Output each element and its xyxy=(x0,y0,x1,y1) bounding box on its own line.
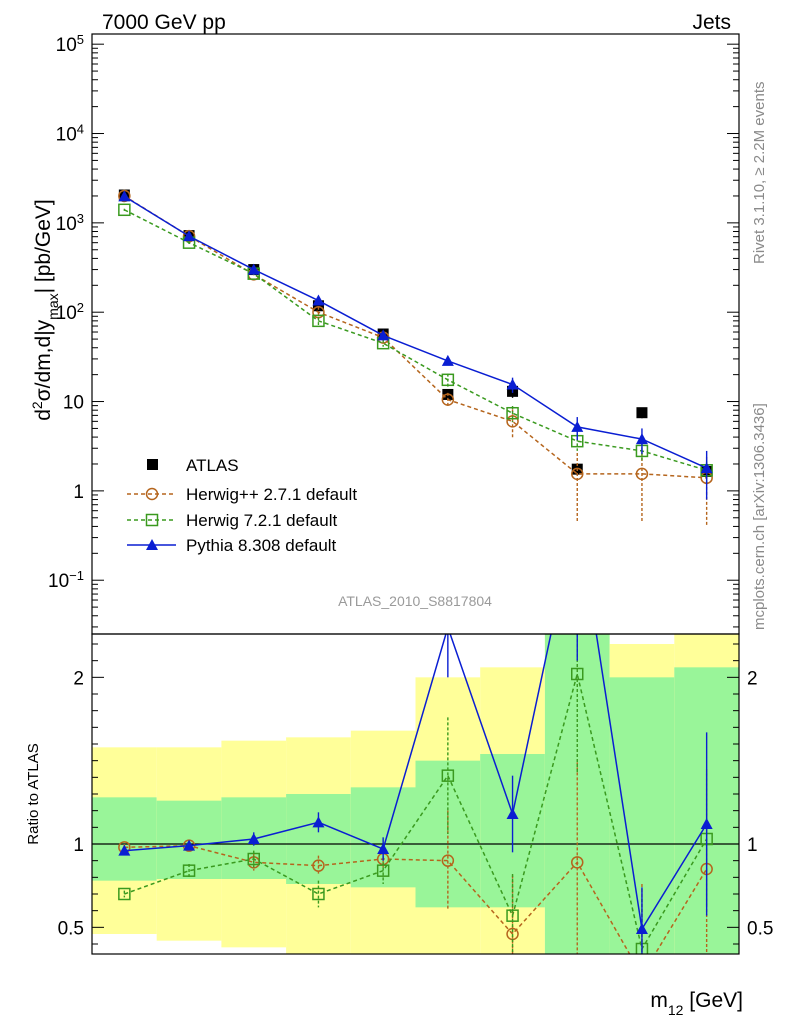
main-point-herwigpp xyxy=(571,467,584,481)
ratio-point-herwigpp xyxy=(636,970,647,981)
main-point-atlas xyxy=(636,407,648,419)
main-point-pythia xyxy=(700,462,713,474)
ratio-y-tick-label-right: 1 xyxy=(747,835,758,856)
legend-pythia-label: Pythia 8.308 default xyxy=(186,536,337,555)
ratio-point-pythia xyxy=(506,808,519,819)
ratio-y-tick-label-right: 2 xyxy=(747,668,758,689)
ratio-point-herwig7 xyxy=(441,769,455,782)
ratio-y-axis: 0.5 0.5 1 1 2 2 xyxy=(58,643,773,945)
ratio-point-herwig7 xyxy=(571,667,584,681)
ratio-point-herwig7 xyxy=(312,887,325,901)
legend: ATLAS Herwig++ 2.7.1 default Herwig 7.2.… xyxy=(127,456,357,555)
ratio-point-herwig7 xyxy=(247,852,260,866)
ratio-y-tick-label: 0.5 xyxy=(58,918,84,939)
ratio-point-herwig7 xyxy=(118,887,131,901)
ratio-point-herwig7 xyxy=(182,864,196,877)
main-point-pythia xyxy=(571,420,584,432)
legend-entry-pythia: Pythia 8.308 default xyxy=(127,536,337,555)
ratio-point-herwigpp xyxy=(571,856,584,869)
main-y-tick-label: 104 xyxy=(56,121,84,146)
ratio-point-pythia xyxy=(635,923,648,934)
ratio-point-pythia xyxy=(700,818,713,829)
legend-herwigpp-marker xyxy=(145,487,159,501)
mcplots-label: mcplots.cern.ch [arXiv:1306.3436] xyxy=(751,403,768,630)
main-line-herwig7 xyxy=(124,209,707,472)
ratio-point-herwigpp xyxy=(312,859,325,872)
ratio-point-herwigpp xyxy=(441,854,455,867)
ratio-y-axis-title: Ratio to ATLAS xyxy=(25,743,42,844)
main-point-herwigpp xyxy=(506,415,519,428)
header-left-label: 7000 GeV pp xyxy=(102,11,226,34)
ratio-point-pythia xyxy=(442,621,454,632)
ratio-line-herwigpp xyxy=(124,844,708,954)
legend-atlas-marker xyxy=(147,459,158,470)
ratio-series-layer xyxy=(118,621,713,981)
main-point-pythia xyxy=(506,378,519,390)
main-point-pythia xyxy=(441,354,454,366)
ratio-series-pythia xyxy=(118,621,713,954)
ratio-point-pythia xyxy=(247,833,260,844)
main-series-pythia xyxy=(118,190,713,500)
main-point-pythia xyxy=(377,329,390,341)
main-y-tick-label: 103 xyxy=(56,210,84,235)
main-series-layer xyxy=(118,189,713,527)
main-point-pythia xyxy=(183,230,196,242)
main-point-pythia xyxy=(312,294,325,306)
main-y-axis-title: d2σ/dm,d|ymax| [pb/GeV] xyxy=(29,199,61,421)
legend-pythia-marker xyxy=(146,539,158,550)
x-axis-title: m12 [GeV] xyxy=(650,989,743,1018)
main-y-tick-label: 1 xyxy=(73,482,84,503)
legend-atlas-label: ATLAS xyxy=(186,456,239,475)
ratio-point-pythia xyxy=(183,839,196,851)
ratio-band-inner xyxy=(286,794,351,884)
main-point-pythia xyxy=(247,263,260,275)
ratio-y-tick-label: 1 xyxy=(73,835,84,856)
ratio-point-pythia xyxy=(312,816,325,828)
rivet-version-label: Rivet 3.1.10, ≥ 2.2M events xyxy=(751,82,768,265)
main-point-pythia xyxy=(635,433,648,445)
legend-herwig7-label: Herwig 7.2.1 default xyxy=(186,511,337,530)
legend-herwig7-marker xyxy=(145,513,159,527)
main-point-herwig7 xyxy=(441,373,455,387)
legend-entry-herwig7: Herwig 7.2.1 default xyxy=(127,511,337,530)
main-y-tick-label: 105 xyxy=(56,32,84,57)
main-y-tick-label: 102 xyxy=(56,300,84,325)
main-point-pythia xyxy=(118,190,131,202)
main-point-herwig7 xyxy=(312,314,325,328)
main-y-tick-label: 10−1 xyxy=(48,568,84,593)
ratio-y-tick-label: 2 xyxy=(73,668,84,689)
main-line-pythia xyxy=(123,195,707,469)
main-point-herwig7 xyxy=(506,406,519,420)
main-point-herwigpp xyxy=(441,393,455,406)
main-point-atlas xyxy=(312,300,324,312)
legend-entry-herwigpp: Herwig++ 2.7.1 default xyxy=(127,485,357,504)
ratio-line-pythia xyxy=(124,634,708,932)
header-right-label: Jets xyxy=(692,11,731,34)
main-series-herwigpp xyxy=(118,189,713,527)
main-point-herwig7 xyxy=(118,203,131,217)
legend-entry-atlas: ATLAS xyxy=(147,456,239,475)
ratio-line-herwig7 xyxy=(124,673,708,951)
main-y-tick-label: 10 xyxy=(63,393,84,414)
ratio-point-herwig7 xyxy=(506,909,519,922)
main-line-herwigpp xyxy=(123,195,707,479)
ratio-point-pythia xyxy=(377,843,390,854)
ratio-band-inner xyxy=(92,797,157,881)
analysis-watermark: ATLAS_2010_S8817804 xyxy=(338,593,492,609)
ratio-point-pythia xyxy=(118,844,131,856)
legend-herwigpp-label: Herwig++ 2.7.1 default xyxy=(186,485,357,504)
ratio-panel-frame xyxy=(91,633,740,955)
ratio-y-tick-label-right: 0.5 xyxy=(747,918,773,939)
main-point-herwigpp xyxy=(635,467,649,481)
ratio-point-herwig7 xyxy=(376,864,390,877)
